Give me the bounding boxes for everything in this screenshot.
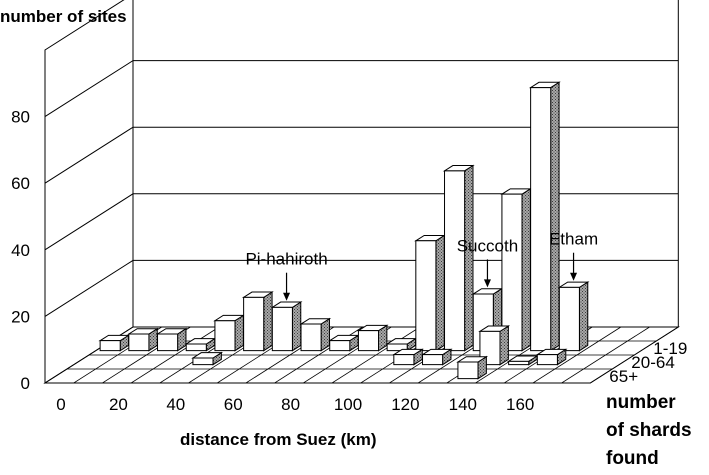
bar-1-19-110km: [414, 234, 446, 352]
bar-1-19-40km: [213, 314, 246, 352]
floor-column-line: [561, 326, 650, 384]
depth-axis-title-line-3: found: [606, 448, 659, 469]
bar-front-face: [422, 354, 444, 366]
bar-front-face: [558, 286, 580, 352]
bar-front-face: [243, 296, 265, 352]
bar-side-face: [499, 325, 509, 366]
bar-side-face: [263, 291, 273, 352]
bar-1-19-120km: [442, 164, 475, 352]
annotation-arrowhead: [283, 292, 291, 301]
axis-titles: number of sites distance from Suez (km) …: [0, 7, 692, 469]
series-tick-label: 20-64: [631, 353, 674, 372]
bar-front-face: [157, 333, 179, 352]
bar-1-19-150km: [528, 81, 561, 352]
bar-side-face: [521, 187, 531, 352]
bar-1-19-60km: [270, 301, 303, 352]
y-axis-title: number of sites: [0, 7, 127, 26]
bar-front-face: [501, 193, 523, 352]
bar-side-face: [234, 314, 244, 352]
bar-1-19-10km: [127, 327, 159, 352]
bar-front-face: [530, 87, 552, 352]
bar-1-19-30km: [184, 337, 217, 352]
bar-1-19-80km: [328, 334, 360, 352]
x-tick-label: 60: [224, 395, 243, 414]
y-tick-label: 0: [21, 374, 30, 393]
bar-front-face: [128, 333, 150, 352]
x-tick-label: 140: [449, 395, 477, 414]
series-tick-label: 1-19: [653, 339, 687, 358]
x-tick-labels: 0 20 40 60 80 100 120 140 160: [56, 395, 534, 414]
bar-side-face: [435, 234, 445, 352]
gridline: [44, 193, 679, 251]
bar-side-face: [550, 81, 560, 352]
x-tick-label: 120: [391, 395, 419, 414]
bar-front-face: [214, 320, 236, 352]
x-axis-title: distance from Suez (km): [180, 430, 377, 449]
bar-front-face: [329, 340, 351, 352]
bar-side-face: [578, 281, 589, 352]
annotation-label: Etham: [549, 230, 598, 249]
y-tick-label: 80: [11, 108, 30, 127]
annotation-label: Pi-hahiroth: [245, 250, 327, 269]
x-tick-label: 100: [334, 395, 362, 414]
x-tick-label: 40: [166, 395, 185, 414]
annotation-label: Succoth: [457, 236, 518, 255]
gridline: [44, 259, 679, 317]
bar-20-64-110km: [392, 348, 424, 366]
bar-1-19-50km: [241, 291, 274, 352]
bar-side-face: [464, 164, 474, 352]
bar-1-19-160km: [557, 281, 590, 352]
back-wall: [132, 0, 679, 328]
bar-20-64-160km: [535, 348, 568, 366]
gridline: [44, 126, 679, 184]
bar-front-face: [185, 343, 207, 352]
bar-front-face: [444, 170, 466, 352]
bar-front-face: [415, 240, 437, 352]
bar-20-64-150km: [506, 355, 539, 366]
series-tick-label: 65+: [609, 367, 638, 386]
bar-front-face: [508, 360, 530, 366]
bar-side-face: [291, 301, 302, 352]
x-tick-label: 80: [281, 395, 300, 414]
floor-column-line: [532, 326, 622, 384]
bar-front-face: [357, 330, 380, 352]
bar-front-face: [271, 306, 293, 352]
annotation-arrowhead: [483, 279, 491, 288]
bar-front-face: [300, 323, 322, 352]
gridline: [44, 60, 679, 118]
bar-20-64-140km: [478, 325, 511, 366]
x-tick-label: 160: [506, 395, 534, 414]
y-tick-label: 60: [11, 174, 30, 193]
bar-front-face: [99, 340, 121, 352]
side-wall: [44, 0, 134, 384]
bar-20-64-40km: [191, 351, 224, 366]
bar-front-face: [192, 357, 214, 366]
depth-axis-title-line-2: of shards: [606, 420, 692, 441]
x-tick-label: 20: [109, 395, 128, 414]
y-tick-label: 40: [11, 241, 30, 260]
bar-front-face: [393, 354, 415, 366]
bar-1-19-90km: [356, 324, 389, 352]
annotation-arrowhead: [570, 272, 578, 281]
y-tick-labels: 0 20 40 60 80: [11, 108, 30, 393]
bar-1-19-0km: [98, 334, 131, 352]
bar-1-19-20km: [155, 327, 188, 352]
floor-column-line: [130, 326, 220, 384]
bar-1-19-70km: [299, 317, 332, 352]
bar-20-64-120km: [420, 348, 453, 366]
floor-column-line: [590, 326, 679, 384]
bar-front-face: [457, 361, 479, 380]
bars-layer: [98, 81, 590, 380]
x-tick-label: 0: [56, 395, 65, 414]
bar-65+-140km: [456, 355, 489, 380]
annotations-layer: Pi-hahiroth Succoth Etham: [245, 230, 598, 301]
depth-axis-title-line-1: number: [606, 392, 676, 413]
floor-column-line: [331, 326, 421, 384]
y-tick-label: 20: [11, 307, 30, 326]
bar-front-face: [536, 354, 558, 366]
